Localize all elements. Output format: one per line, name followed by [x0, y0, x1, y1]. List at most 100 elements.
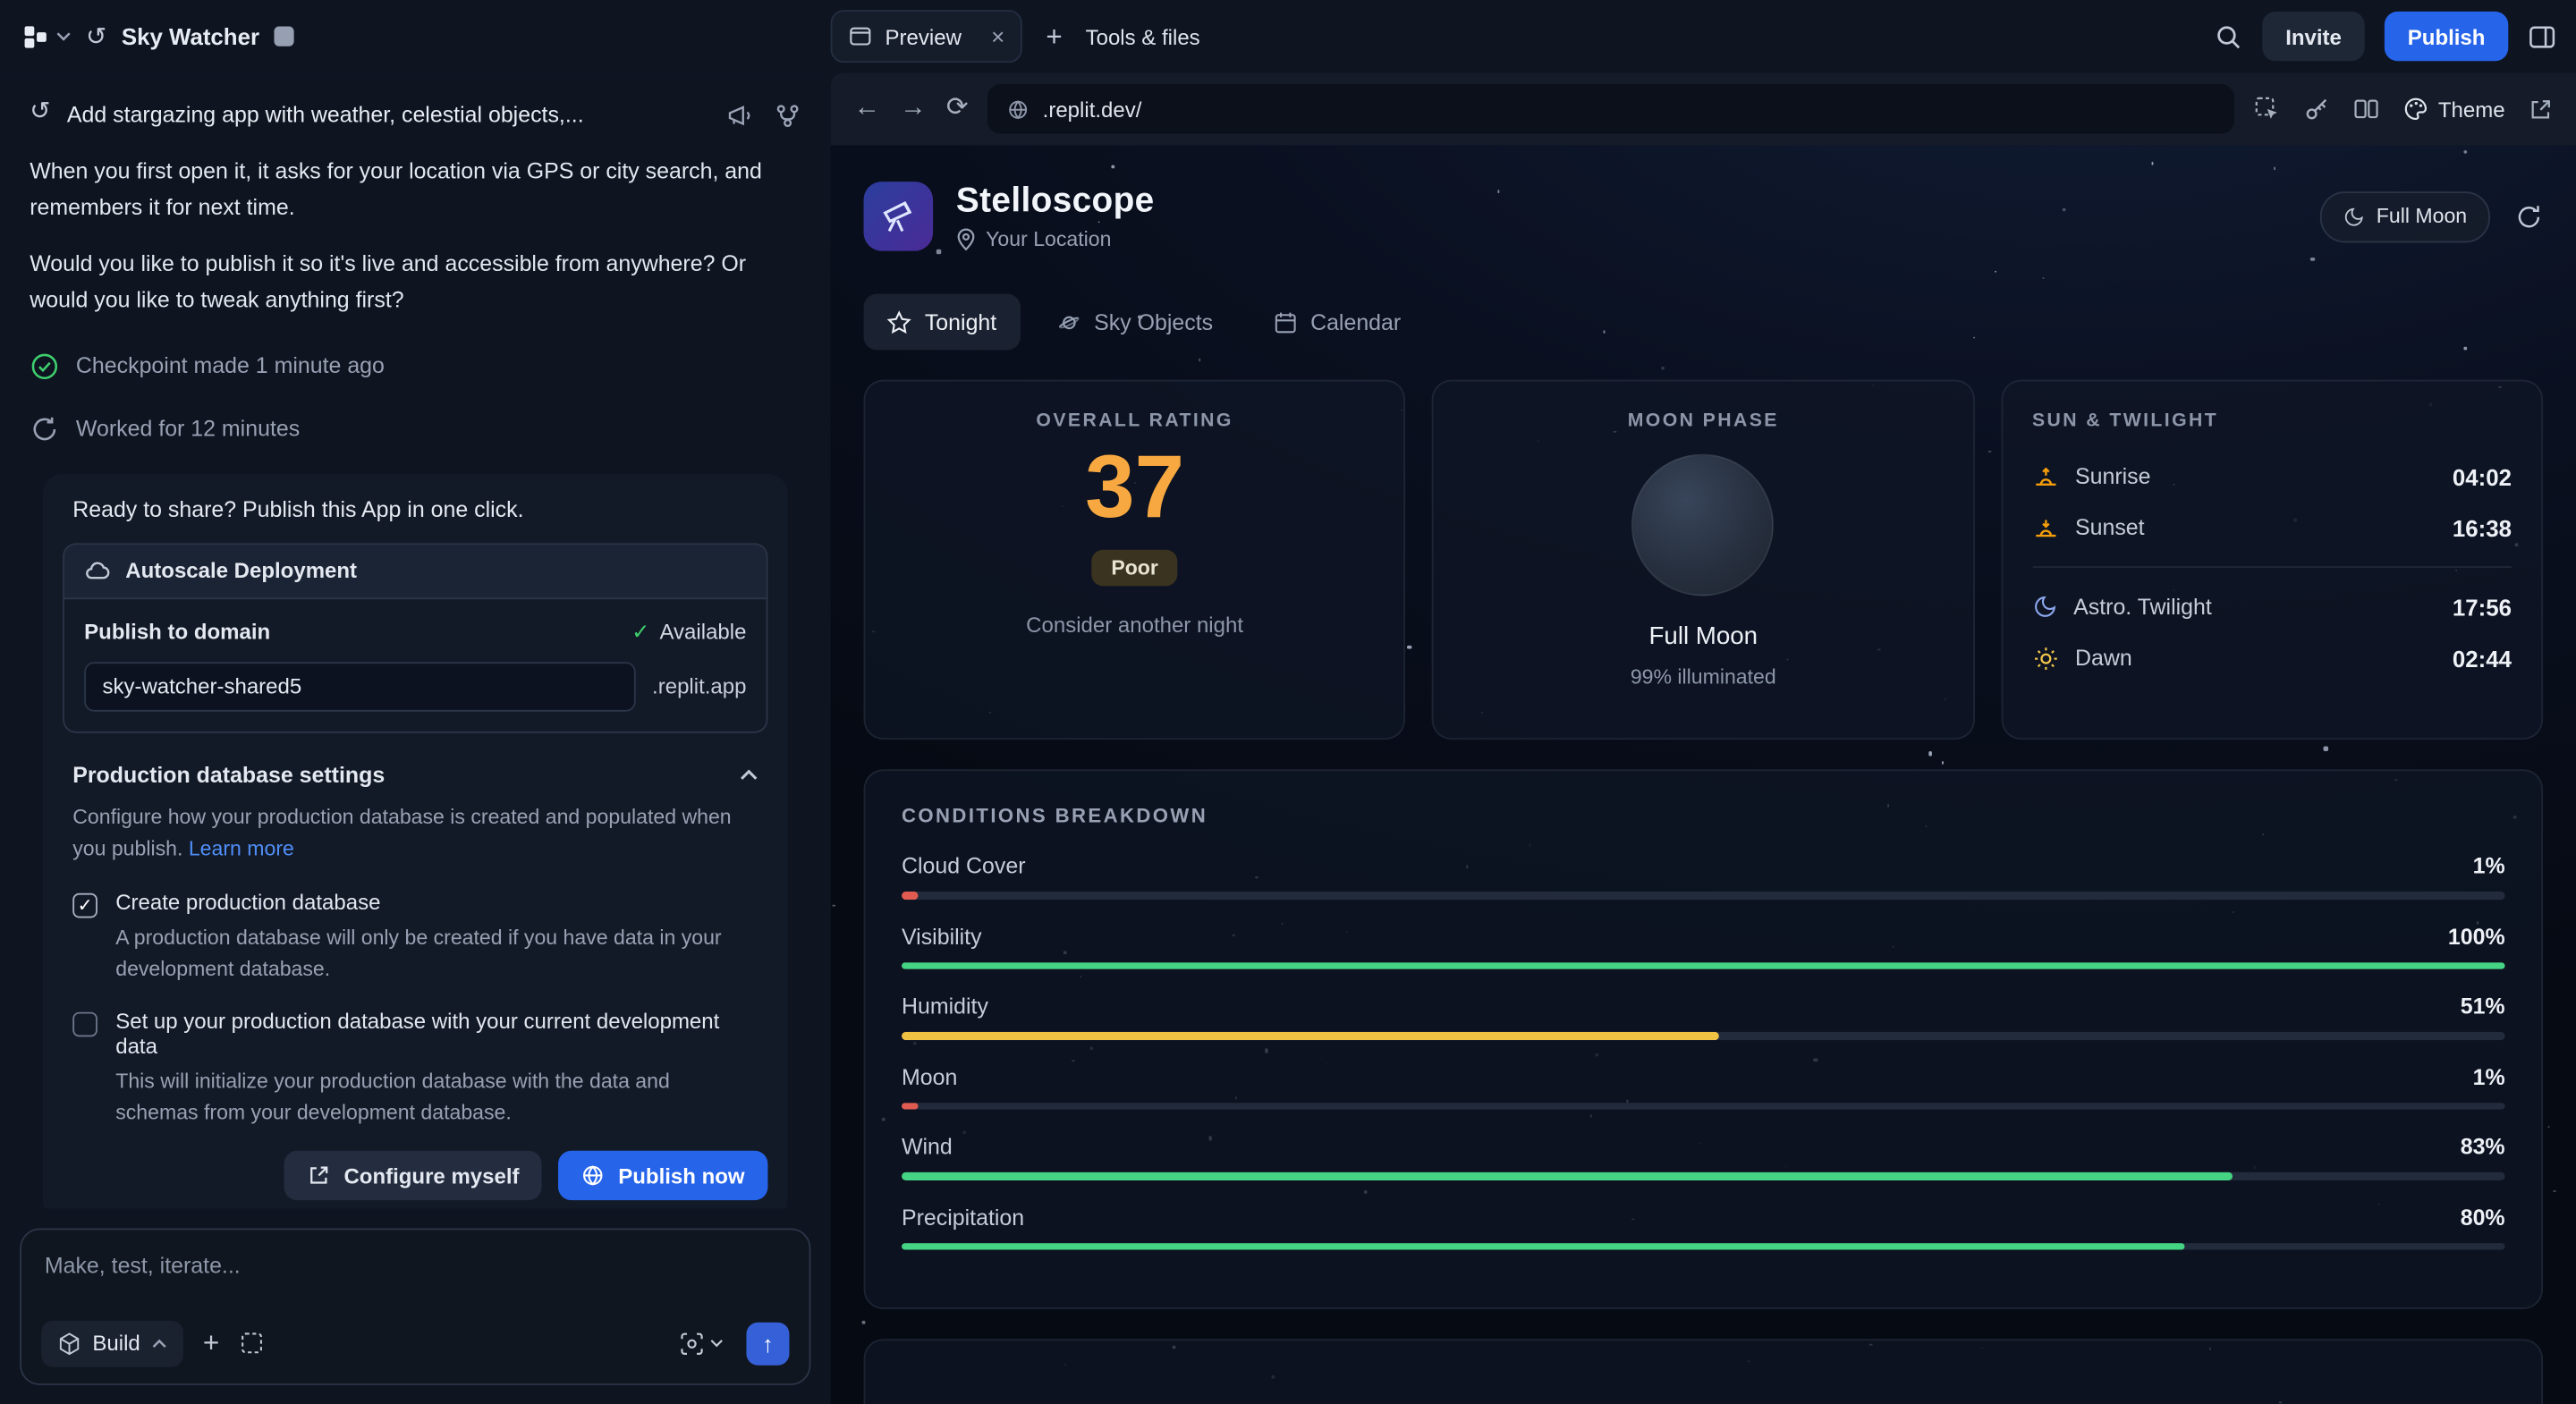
db-settings-header[interactable]: Production database settings — [72, 762, 758, 787]
sunrise-label: Sunrise — [2074, 463, 2151, 489]
tools-files-button[interactable]: Tools & files — [1085, 23, 1200, 49]
cube-icon — [59, 1332, 80, 1355]
capture-menu-button[interactable] — [679, 1330, 724, 1357]
create-db-option: ✓ Create production database A productio… — [72, 891, 758, 985]
app-title: Sky Watcher — [121, 22, 260, 50]
sunrise-value: 04:02 — [2452, 462, 2512, 490]
globe-icon — [583, 1165, 604, 1187]
tab-sky-objects[interactable]: Sky Objects — [1033, 294, 1236, 351]
dawn-row: Dawn 02:44 — [2032, 632, 2512, 683]
layout-panel-icon[interactable] — [2528, 22, 2555, 50]
sun-icon — [2034, 647, 2057, 669]
condition-bar-track — [901, 891, 2505, 900]
create-db-label: Create production database — [115, 890, 381, 916]
publish-now-button[interactable]: Publish now — [558, 1151, 768, 1201]
workspace-header: ↺ Sky Watcher — [0, 21, 831, 51]
link-icon — [1009, 99, 1028, 119]
create-db-checkbox[interactable]: ✓ — [72, 893, 97, 919]
cloud-icon — [86, 561, 110, 579]
condition-value: 51% — [2460, 994, 2505, 1019]
replit-menu[interactable] — [23, 24, 72, 49]
publish-button[interactable]: Publish — [2384, 11, 2509, 62]
astro-twilight-row: Astro. Twilight 17:56 — [2032, 581, 2512, 632]
theme-label: Theme — [2437, 96, 2505, 122]
next-section-card — [863, 1339, 2544, 1404]
tab-tonight[interactable]: Tonight — [863, 293, 1021, 351]
moon-phase-name: Full Moon — [1648, 622, 1758, 651]
topbar-actions: Invite Publish — [2215, 11, 2556, 62]
app-logo — [863, 182, 934, 251]
split-view-icon[interactable] — [2352, 96, 2379, 123]
mode-label: Build — [92, 1330, 140, 1356]
seed-db-checkbox[interactable] — [72, 1011, 97, 1037]
theme-button[interactable]: Theme — [2402, 96, 2505, 123]
open-external-icon[interactable] — [2528, 97, 2553, 122]
domain-suffix: .replit.app — [652, 673, 747, 699]
condition-row: Visibility 100% — [901, 924, 2505, 969]
agent-message: When you first open it, it asks for your… — [30, 158, 762, 220]
user-prompt-row: ↺ Add stargazing app with weather, celes… — [30, 99, 801, 132]
prompt-composer[interactable]: Make, test, iterate... Build + — [20, 1227, 811, 1384]
search-icon[interactable] — [2215, 22, 2242, 50]
condition-row: Precipitation 80% — [901, 1205, 2505, 1250]
learn-more-link[interactable]: Learn more — [188, 836, 294, 860]
deployment-type-header[interactable]: Autoscale Deployment — [64, 544, 767, 599]
send-button[interactable]: ↑ — [746, 1321, 790, 1365]
domain-value: sky-watcher-shared5 — [102, 673, 302, 699]
moon-icon — [2345, 207, 2363, 225]
configure-myself-label: Configure myself — [343, 1163, 520, 1188]
sunset-value: 16:38 — [2452, 514, 2512, 541]
sunset-label: Sunset — [2074, 514, 2145, 540]
location-pin-icon — [957, 228, 975, 251]
palette-icon — [2403, 97, 2427, 121]
chat-history: ↺ Add stargazing app with weather, celes… — [0, 72, 831, 1208]
deployment-type-label: Autoscale Deployment — [125, 558, 358, 583]
devtools-key-icon[interactable] — [2303, 96, 2330, 123]
calendar-icon — [1275, 311, 1295, 333]
location-row[interactable]: Your Location — [956, 228, 1155, 251]
fork-icon[interactable] — [775, 102, 801, 129]
tab-preview[interactable]: Preview × — [830, 10, 1023, 63]
inspect-icon[interactable] — [2253, 96, 2280, 123]
condition-label: Moon — [901, 1063, 958, 1089]
app-nav-tabs: Tonight Sky Objects Calendar — [863, 293, 2544, 351]
check-circle-icon — [31, 352, 58, 379]
mode-selector[interactable]: Build — [41, 1319, 183, 1366]
screenshot-select-button[interactable] — [239, 1331, 264, 1356]
rating-note: Consider another night — [1026, 613, 1244, 639]
moon-illumination: 99% illuminated — [1630, 664, 1776, 689]
refresh-icon[interactable] — [2515, 202, 2543, 230]
condition-row: Moon 1% — [901, 1063, 2505, 1110]
conditions-heading: CONDITIONS BREAKDOWN — [901, 804, 1208, 827]
app-page: Stelloscope Your Location Full Moon — [830, 145, 2576, 1404]
deployment-box: Autoscale Deployment Publish to domain ✓… — [63, 542, 768, 732]
tab-calendar[interactable]: Calendar — [1250, 294, 1424, 351]
url-bar[interactable]: .replit.dev/ — [987, 84, 2233, 134]
planet-icon — [1058, 315, 1079, 329]
forward-icon[interactable]: → — [900, 94, 927, 123]
domain-input[interactable]: sky-watcher-shared5 — [84, 661, 636, 711]
composer-placeholder: Make, test, iterate... — [44, 1252, 241, 1277]
new-tab-button[interactable]: + — [1046, 21, 1063, 53]
checkpoint-row: Checkpoint made 1 minute ago — [30, 351, 801, 381]
top-bar: ↺ Sky Watcher Preview × + Tools & files … — [0, 0, 2576, 73]
reload-icon[interactable]: ⟳ — [945, 94, 969, 123]
attach-button[interactable]: + — [202, 1327, 220, 1359]
configure-myself-button[interactable]: Configure myself — [284, 1151, 543, 1201]
back-icon[interactable]: ← — [853, 94, 880, 123]
chevron-down-icon — [56, 32, 71, 41]
moon-phase-chip[interactable]: Full Moon — [2320, 190, 2490, 242]
tab-strip: Preview × + Tools & files Invite Publish — [830, 10, 2576, 63]
rollback-icon[interactable]: ↺ — [30, 97, 51, 126]
condition-bar-fill — [901, 1171, 2233, 1180]
condition-bar-track — [901, 1242, 2505, 1250]
history-icon[interactable]: ↺ — [85, 21, 107, 51]
megaphone-icon[interactable] — [726, 102, 753, 129]
invite-button[interactable]: Invite — [2262, 11, 2365, 62]
tab-preview-label: Preview — [885, 23, 962, 49]
close-icon[interactable]: × — [991, 22, 1005, 50]
condition-value: 83% — [2460, 1134, 2505, 1159]
viewfinder-icon — [681, 1332, 703, 1355]
sunset-icon — [2035, 519, 2055, 537]
app-status-badge — [274, 26, 294, 47]
